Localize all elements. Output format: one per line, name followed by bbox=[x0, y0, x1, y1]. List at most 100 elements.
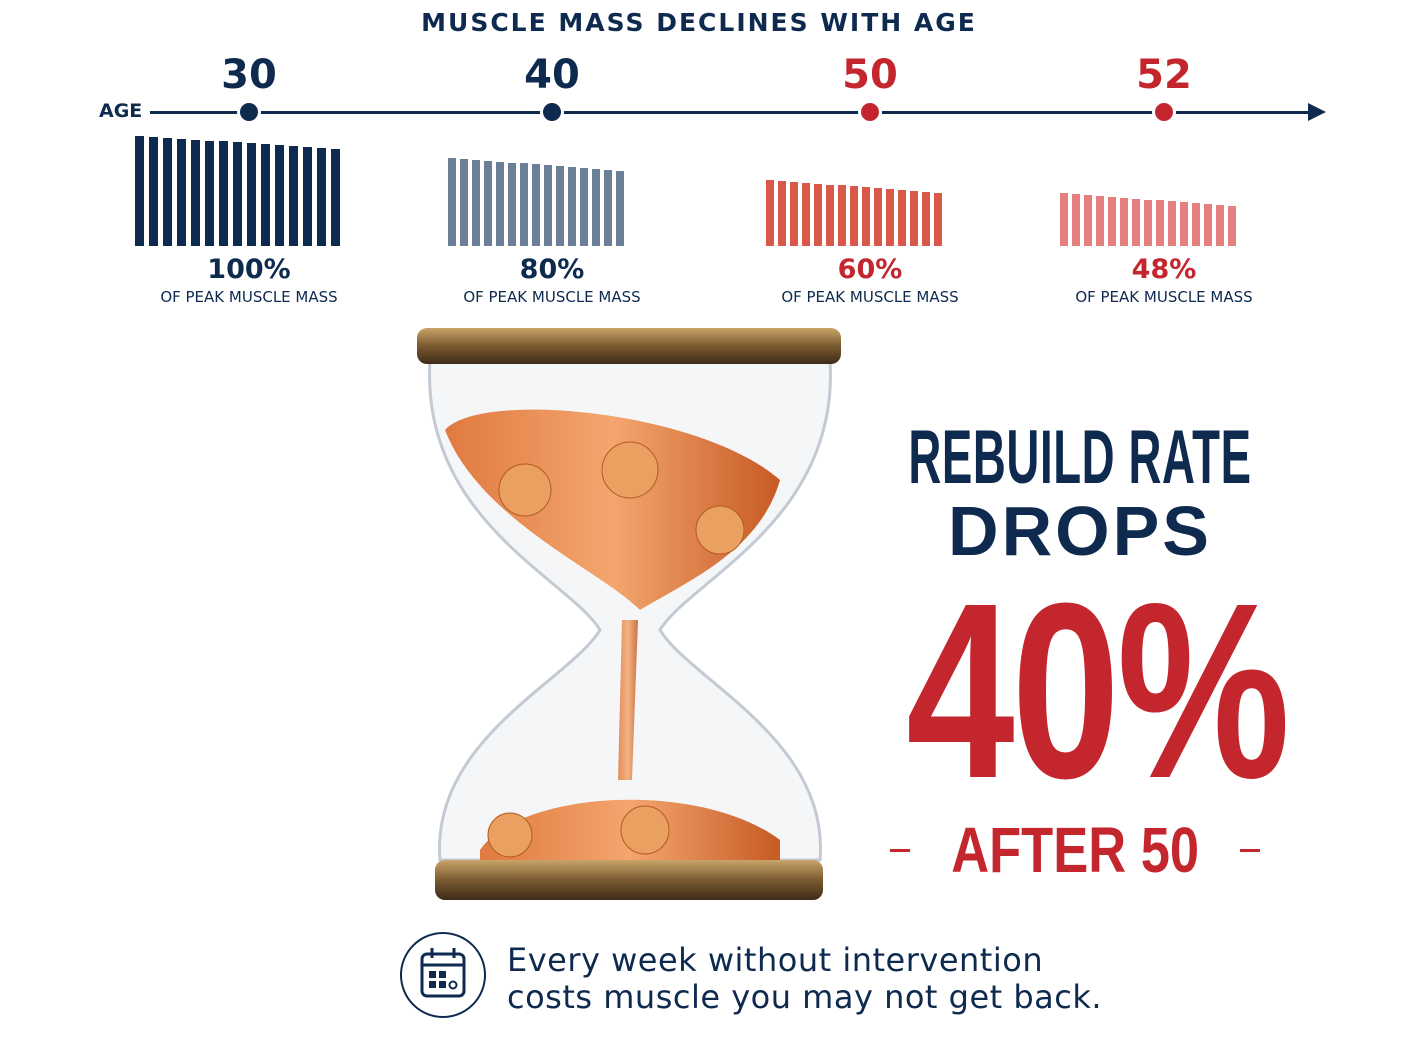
muscle-bar bbox=[1144, 199, 1152, 246]
axis-label: AGE bbox=[99, 100, 143, 122]
muscle-bar bbox=[1228, 205, 1236, 246]
muscle-bar bbox=[814, 183, 822, 246]
muscle-bar bbox=[191, 139, 200, 246]
percent-caption: OF PEAK MUSCLE MASS bbox=[160, 288, 338, 306]
muscle-bar bbox=[289, 145, 298, 246]
muscle-bar bbox=[826, 184, 834, 246]
muscle-bar bbox=[1168, 201, 1176, 246]
muscle-bar bbox=[568, 167, 576, 246]
muscle-bar bbox=[233, 142, 242, 246]
percent-label: 100% bbox=[207, 254, 291, 285]
muscle-bar bbox=[874, 188, 882, 246]
muscle-bar bbox=[1132, 198, 1140, 246]
headline-suffix: AFTER 50 bbox=[890, 818, 1260, 882]
calendar-icon-circle bbox=[400, 932, 486, 1018]
percent-caption: OF PEAK MUSCLE MASS bbox=[1075, 288, 1253, 306]
age-label: 30 bbox=[221, 52, 277, 98]
timeline-marker bbox=[1152, 100, 1176, 124]
dash-left bbox=[890, 848, 910, 852]
headline-line1: REBUILD RATE bbox=[908, 415, 1252, 500]
hourglass-top-cap bbox=[417, 328, 841, 364]
headline-suffix-text: AFTER 50 bbox=[951, 814, 1199, 886]
calendar-icon bbox=[420, 948, 466, 998]
muscle-fibers-top bbox=[445, 409, 780, 610]
muscle-bar bbox=[802, 182, 810, 246]
muscle-bar-group bbox=[766, 126, 942, 246]
muscle-bar bbox=[219, 141, 228, 246]
muscle-bar bbox=[261, 144, 270, 246]
muscle-bar bbox=[177, 138, 186, 246]
muscle-bar bbox=[135, 136, 144, 246]
muscle-bar bbox=[1192, 203, 1200, 246]
muscle-bar bbox=[1096, 195, 1104, 246]
muscle-bar bbox=[1108, 196, 1116, 246]
footer-message: Every week without intervention costs mu… bbox=[507, 942, 1102, 1016]
headline-value: 40% bbox=[906, 551, 1290, 830]
muscle-bar bbox=[275, 145, 284, 246]
muscle-bar bbox=[1120, 197, 1128, 246]
muscle-bar bbox=[778, 180, 786, 246]
muscle-bar bbox=[472, 159, 480, 246]
timeline-marker bbox=[540, 100, 564, 124]
chart-title: MUSCLE MASS DECLINES WITH AGE bbox=[421, 8, 977, 37]
muscle-bar bbox=[898, 189, 906, 246]
timeline-marker bbox=[237, 100, 261, 124]
muscle-bar bbox=[205, 140, 214, 246]
muscle-bar bbox=[460, 158, 468, 246]
muscle-bar bbox=[496, 161, 504, 246]
muscle-bar bbox=[850, 186, 858, 246]
muscle-bar bbox=[508, 162, 516, 246]
muscle-bar bbox=[1156, 200, 1164, 246]
muscle-bar bbox=[247, 143, 256, 246]
muscle-bar bbox=[790, 181, 798, 246]
muscle-bar bbox=[934, 192, 942, 246]
muscle-bar bbox=[520, 163, 528, 246]
muscle-bar-group bbox=[448, 126, 624, 246]
percent-caption: OF PEAK MUSCLE MASS bbox=[781, 288, 959, 306]
axis-arrow-icon bbox=[1308, 103, 1326, 121]
muscle-bar bbox=[544, 165, 552, 246]
muscle-bar-group bbox=[1060, 126, 1236, 246]
age-label: 50 bbox=[842, 52, 898, 98]
muscle-bar bbox=[331, 148, 340, 246]
muscle-bar bbox=[532, 164, 540, 246]
age-label: 52 bbox=[1136, 52, 1192, 98]
muscle-bar bbox=[1180, 202, 1188, 246]
footer-line1: Every week without intervention bbox=[507, 941, 1044, 979]
muscle-bar bbox=[886, 189, 894, 246]
percent-label: 80% bbox=[519, 254, 585, 285]
muscle-bar bbox=[580, 167, 588, 246]
age-axis-line bbox=[150, 111, 1315, 114]
muscle-fibers-falling bbox=[618, 620, 638, 780]
muscle-bar bbox=[303, 146, 312, 246]
muscle-bar bbox=[592, 168, 600, 246]
muscle-bar bbox=[1084, 195, 1092, 246]
hourglass-illustration bbox=[417, 328, 841, 900]
footer-line2: costs muscle you may not get back. bbox=[507, 978, 1103, 1016]
muscle-bar bbox=[1204, 204, 1212, 246]
hourglass-bottom-cap bbox=[435, 860, 823, 900]
headline-line2: DROPS bbox=[948, 492, 1212, 570]
muscle-bar bbox=[838, 185, 846, 246]
percent-label: 60% bbox=[837, 254, 903, 285]
muscle-bar bbox=[163, 137, 172, 246]
muscle-bar bbox=[317, 147, 326, 246]
muscle-bar bbox=[1216, 204, 1224, 246]
age-label: 40 bbox=[524, 52, 580, 98]
muscle-bar bbox=[149, 136, 158, 246]
muscle-bar bbox=[1072, 194, 1080, 246]
dash-right bbox=[1240, 848, 1260, 852]
muscle-bar bbox=[604, 169, 612, 246]
muscle-bar bbox=[910, 190, 918, 246]
muscle-bar bbox=[1060, 193, 1068, 246]
muscle-bar bbox=[922, 191, 930, 246]
muscle-bar-group bbox=[135, 126, 340, 246]
timeline-marker bbox=[858, 100, 882, 124]
percent-caption: OF PEAK MUSCLE MASS bbox=[463, 288, 641, 306]
muscle-bar bbox=[766, 180, 774, 246]
percent-label: 48% bbox=[1131, 254, 1197, 285]
muscle-bar bbox=[862, 187, 870, 246]
muscle-bar bbox=[616, 170, 624, 246]
muscle-bar bbox=[556, 166, 564, 246]
muscle-bar bbox=[484, 160, 492, 246]
